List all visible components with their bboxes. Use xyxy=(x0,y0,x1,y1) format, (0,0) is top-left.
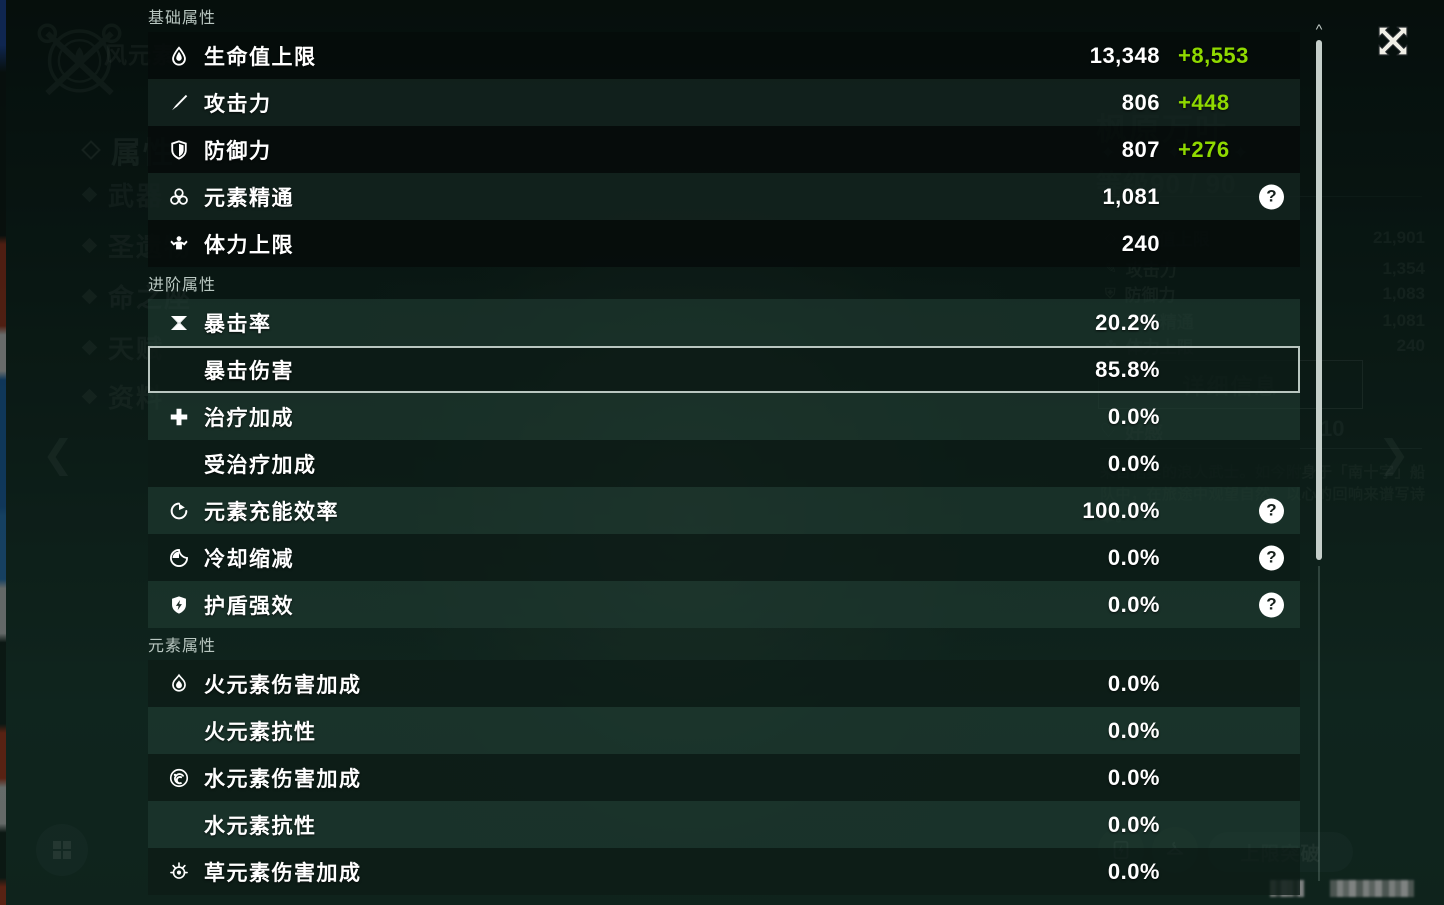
stat-name: 元素精通 xyxy=(204,186,294,210)
stat-bonus: +276 xyxy=(1178,136,1230,162)
stat-value: 0.0% xyxy=(1107,544,1160,570)
scrollbar-rail[interactable] xyxy=(1318,566,1320,881)
hydro-icon xyxy=(162,763,196,793)
stat-value: 0.0% xyxy=(1107,764,1160,790)
stat-row[interactable]: 元素充能效率 100.0%? xyxy=(148,487,1300,534)
stat-name: 水元素伤害加成 xyxy=(204,767,362,791)
bg-stat-value: 21,901 xyxy=(1373,227,1425,247)
healing-icon xyxy=(162,402,196,432)
atk-icon: ✎ xyxy=(1105,260,1117,276)
shield-icon xyxy=(162,590,196,620)
scrollbar-thumb[interactable] xyxy=(1316,40,1322,560)
stat-bonus: +448 xyxy=(1178,89,1230,115)
stat-name: 冷却缩减 xyxy=(204,547,294,571)
pyro-icon xyxy=(162,669,196,699)
stat-value: 13,348 xyxy=(1089,42,1160,68)
stat-name: 护盾强效 xyxy=(204,594,294,618)
def-icon: ⛨ xyxy=(1105,285,1116,301)
stat-value: 1,081 xyxy=(1102,183,1160,209)
section-header: 进阶属性 xyxy=(148,277,217,294)
dendro-icon xyxy=(162,857,196,887)
help-icon[interactable]: ? xyxy=(1259,184,1284,209)
stat-value: 20.2% xyxy=(1095,309,1160,335)
stat-name: 火元素抗性 xyxy=(204,720,317,744)
next-character-arrow[interactable]: ❯ xyxy=(1378,434,1410,476)
stat-name: 火元素伤害加成 xyxy=(204,673,362,697)
stat-value: 240 xyxy=(1121,230,1160,256)
bg-stat-value: 1,354 xyxy=(1382,258,1425,278)
stat-value: 0.0% xyxy=(1107,717,1160,743)
no-icon-placeholder xyxy=(162,810,196,840)
mastery-icon xyxy=(162,182,196,212)
def-icon xyxy=(162,135,196,165)
help-icon[interactable]: ? xyxy=(1259,592,1284,617)
help-icon[interactable]: ? xyxy=(1259,545,1284,570)
anemo-emblem-icon xyxy=(22,8,137,123)
grid-menu-button[interactable] xyxy=(36,824,88,876)
stat-name: 草元素伤害加成 xyxy=(204,861,362,885)
stat-name: 体力上限 xyxy=(204,233,294,257)
stat-value: 0.0% xyxy=(1107,670,1160,696)
stat-name: 治疗加成 xyxy=(204,406,294,430)
stat-bonus: +8,553 xyxy=(1178,42,1249,68)
stat-name: 生命值上限 xyxy=(204,45,317,69)
stat-value: 100.0% xyxy=(1082,497,1160,523)
stat-value: 0.0% xyxy=(1107,450,1160,476)
scroll-up-arrow-icon[interactable]: ^ xyxy=(1315,21,1323,37)
scrollbar[interactable]: ^ xyxy=(1314,22,1324,881)
stat-value: 0.0% xyxy=(1107,403,1160,429)
atk-icon xyxy=(162,88,196,118)
bg-stat-value: 1,083 xyxy=(1382,283,1425,303)
stat-name: 受治疗加成 xyxy=(204,453,317,477)
bg-stat-value: 240 xyxy=(1396,335,1425,355)
censored-text-block xyxy=(1330,880,1414,897)
section-header: 基础属性 xyxy=(148,10,217,27)
stat-name: 元素充能效率 xyxy=(204,500,339,524)
stat-value: 806 xyxy=(1121,89,1160,115)
help-icon[interactable]: ? xyxy=(1259,498,1284,523)
no-icon-placeholder xyxy=(162,716,196,746)
stat-name: 水元素抗性 xyxy=(204,814,317,838)
stat-name: 攻击力 xyxy=(204,92,272,116)
cooldown-icon xyxy=(162,543,196,573)
stamina-icon xyxy=(162,229,196,259)
stat-name: 防御力 xyxy=(204,139,272,163)
section-header: 元素属性 xyxy=(148,638,217,655)
stat-row[interactable]: 冷却缩减 0.0%? xyxy=(148,534,1300,581)
screen-edge-strip xyxy=(0,0,6,905)
no-icon-placeholder xyxy=(162,355,196,385)
stat-name: 暴击伤害 xyxy=(204,359,294,383)
stat-value: 807 xyxy=(1121,136,1160,162)
crit-rate-icon xyxy=(162,308,196,338)
hp-icon xyxy=(162,41,196,71)
stat-value: 85.8% xyxy=(1095,356,1160,382)
stat-value: 0.0% xyxy=(1107,858,1160,884)
stat-name: 暴击率 xyxy=(204,312,272,336)
recharge-icon xyxy=(162,496,196,526)
stat-row[interactable]: 护盾强效 0.0%? xyxy=(148,581,1300,628)
stat-row[interactable]: 元素精通 1,081? xyxy=(148,173,1300,220)
favor-value: 10 xyxy=(1320,416,1345,441)
prev-character-arrow[interactable]: ❮ xyxy=(42,434,74,476)
bg-stat-value: 1,081 xyxy=(1382,310,1425,330)
stat-value: 0.0% xyxy=(1107,811,1160,837)
close-icon[interactable] xyxy=(1370,18,1416,64)
stat-value: 0.0% xyxy=(1107,591,1160,617)
no-icon-placeholder xyxy=(162,449,196,479)
